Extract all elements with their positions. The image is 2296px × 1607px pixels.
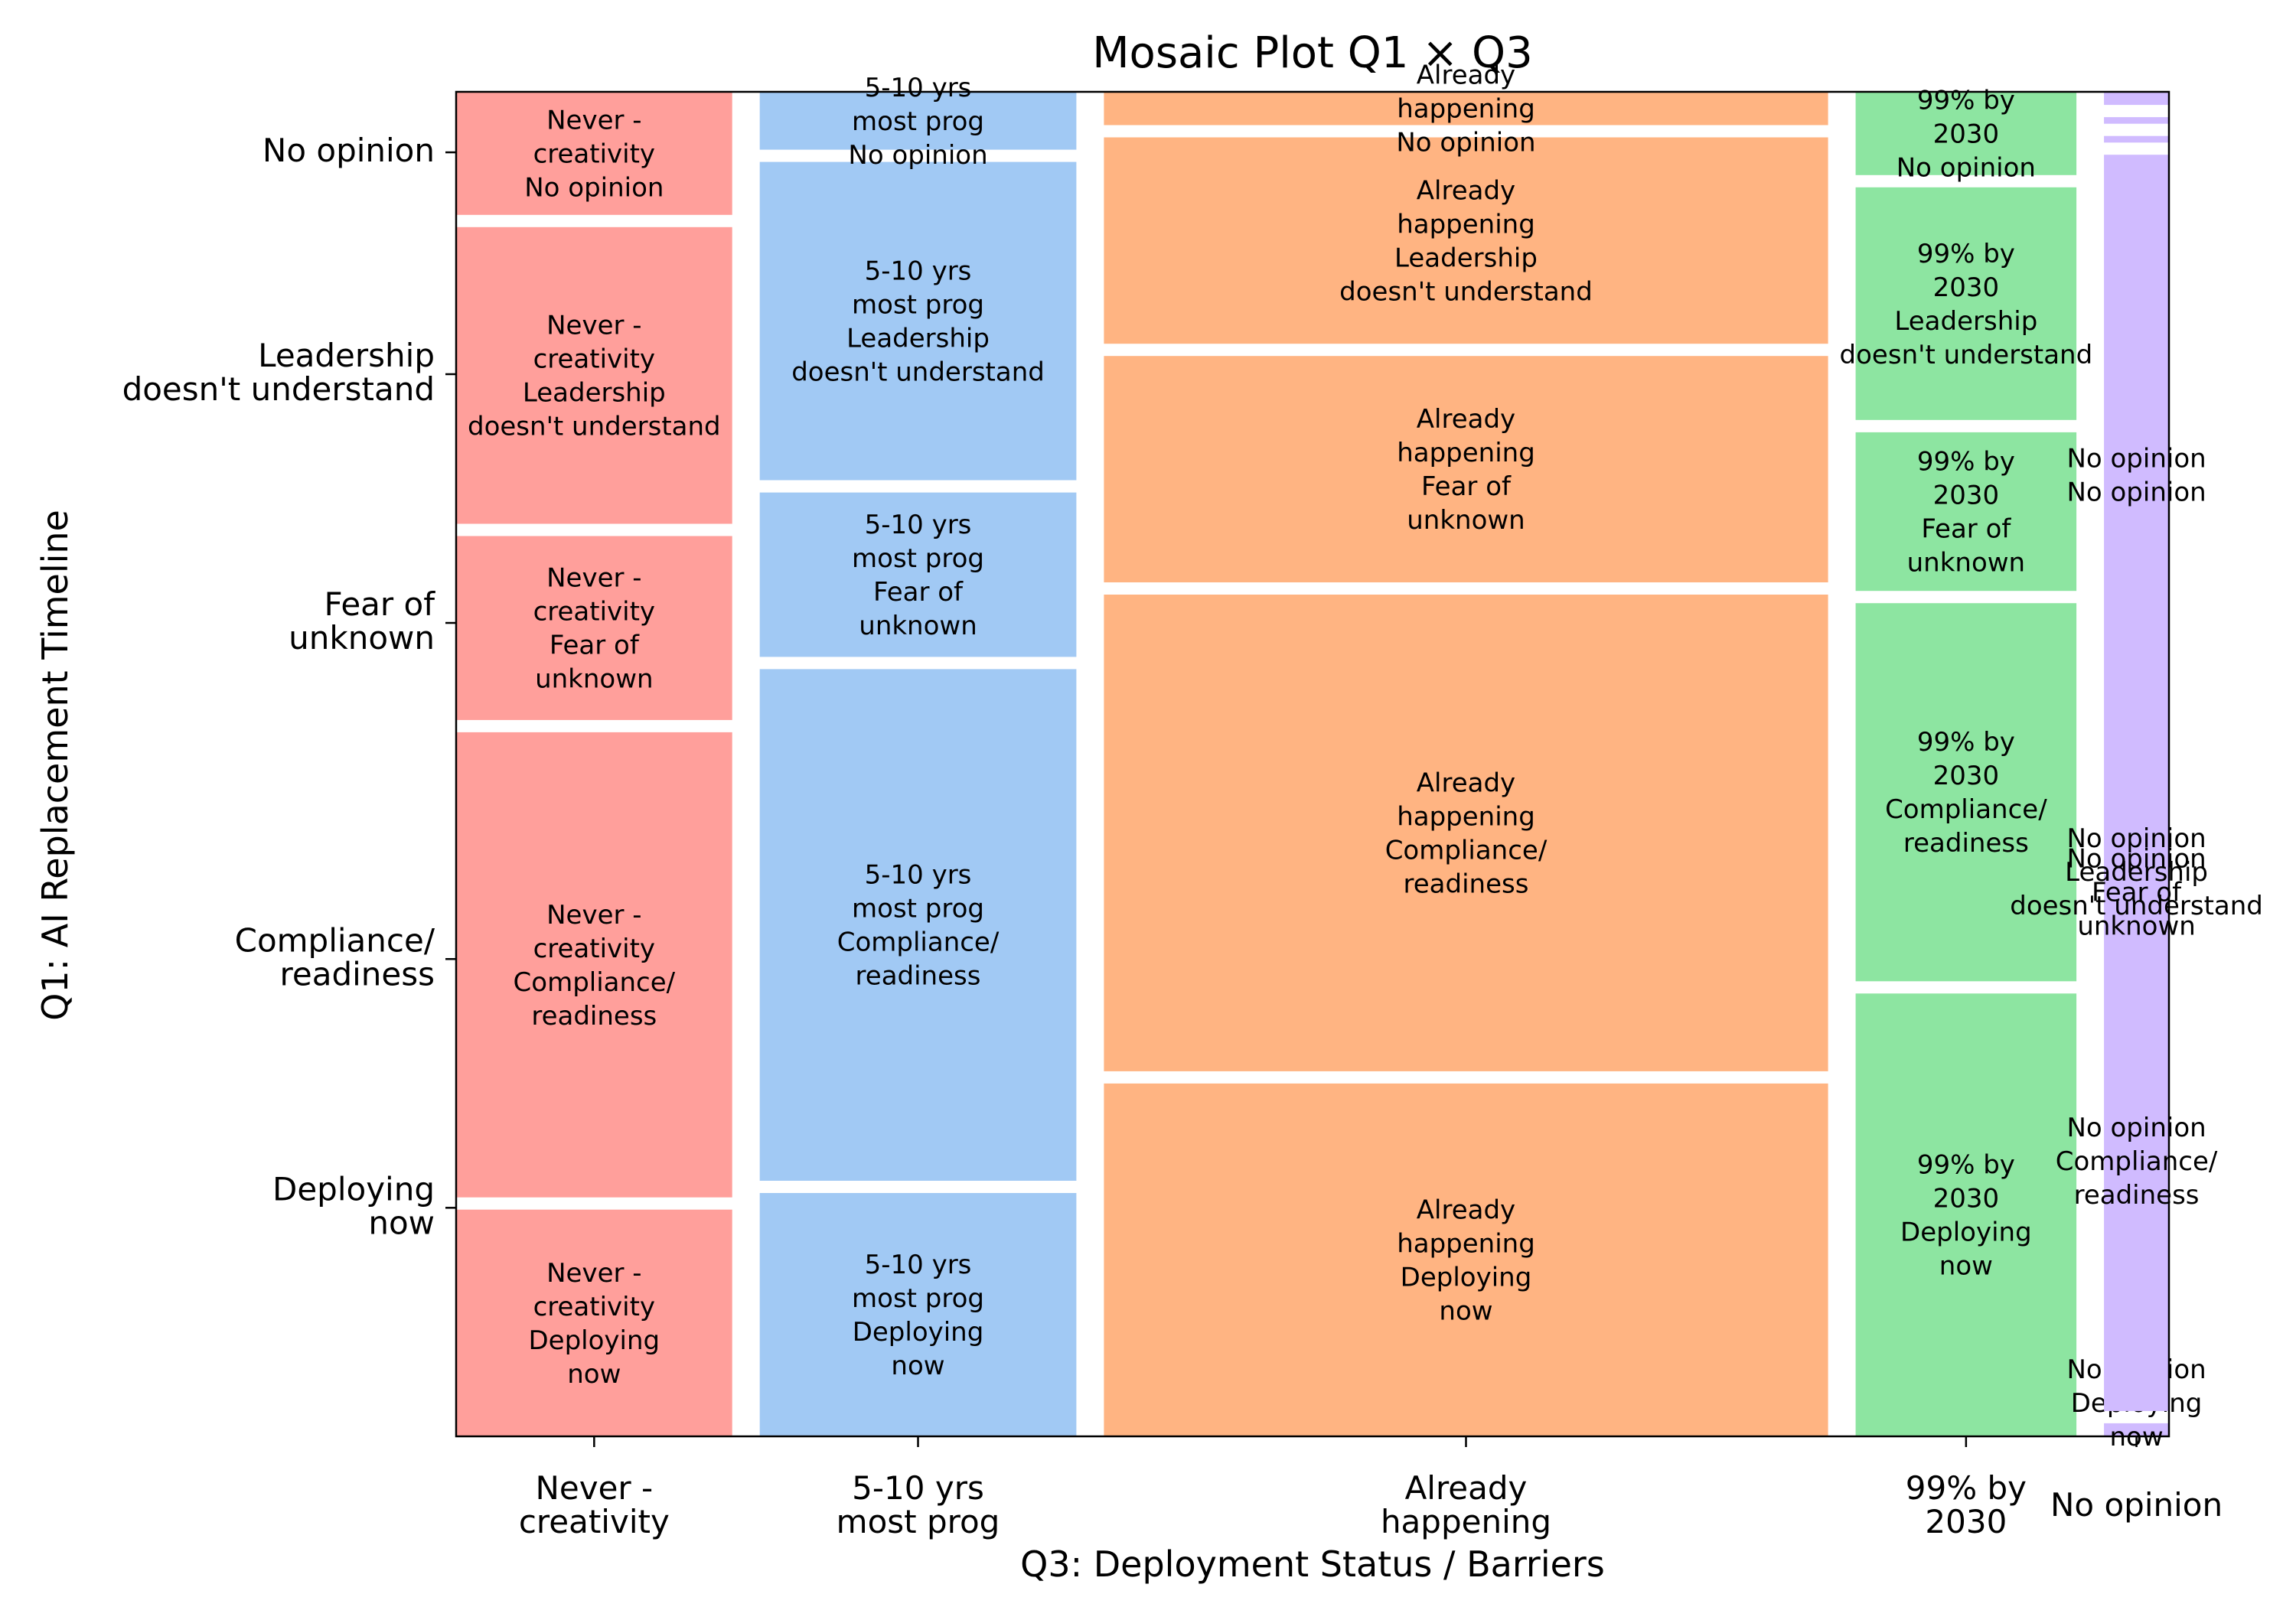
y-axis-title: Q1: AI Replacement Timeline bbox=[34, 510, 76, 1021]
mosaic-tiles: Never -creativity Deploying now Never -crea… bbox=[456, 60, 2263, 1452]
tile-already-happening-fear-of-unknown bbox=[1104, 356, 1828, 582]
tile-99-by-2030-deploying-now bbox=[1855, 993, 2077, 1436]
tile-5-10-yrs-most-prog-leadership-doesn-t-understand bbox=[759, 161, 1077, 481]
x-tick-label-99-by-2030: 99% by 2030 bbox=[1906, 1469, 2027, 1540]
chart-title: Mosaic Plot Q1 × Q3 bbox=[1092, 28, 1533, 78]
y-tick-label-deploying-now: Deploying now bbox=[272, 1170, 435, 1241]
y-tick-label-no-opinion: No opinion bbox=[263, 132, 435, 169]
tile-label-never-creativity-leadership-doesn-t-understand: Never -creativity Leadership doesn't under… bbox=[468, 311, 721, 442]
tile-already-happening-compliance-readiness bbox=[1104, 595, 1828, 1071]
tile-label-never-creativity-no-opinion: Never -creativity No opinion bbox=[524, 105, 664, 203]
tile-label-99-by-2030-fear-of-unknown: 99% by 2030 Fear of unknown bbox=[1907, 447, 2026, 579]
tile-label-99-by-2030-leadership-doesn-t-understand: 99% by 2030 Leadership doesn't understand bbox=[1840, 239, 2093, 370]
tile-label-no-opinion-compliance-readiness: No opinion Compliance/readiness bbox=[2056, 1113, 2218, 1211]
y-tick-label-leadership-doesn-t-understand: Leadership doesn't understand bbox=[122, 337, 435, 408]
tile-label-never-creativity-fear-of-unknown: Never -creativity Fear of unknown bbox=[533, 563, 655, 695]
tile-99-by-2030-no-opinion bbox=[1855, 92, 2077, 175]
tile-99-by-2030-leadership-doesn-t-understand bbox=[1855, 187, 2077, 420]
tile-99-by-2030-compliance-readiness bbox=[1855, 603, 2077, 982]
tile-already-happening-deploying-now bbox=[1104, 1083, 1828, 1436]
tile-label-never-creativity-deploying-now: Never -creativity Deploying now bbox=[529, 1258, 660, 1390]
tile-label-5-10-yrs-most-prog-leadership-doesn-t-understand: 5-10 yrs most prog Leadership doesn't under… bbox=[791, 256, 1045, 388]
tile-label-already-happening-deploying-now: Already happening Deploying now bbox=[1397, 1195, 1535, 1326]
tile-no-opinion-leadership-doesn-t-understand bbox=[2104, 117, 2169, 124]
tile-no-opinion-compliance-readiness bbox=[2104, 155, 2169, 1411]
x-tick-label-already-happening: Already happening bbox=[1381, 1469, 1551, 1540]
x-tick-label-never-creativity: Never -creativity bbox=[519, 1469, 670, 1540]
tile-label-99-by-2030-no-opinion: 99% by 2030 No opinion bbox=[1896, 85, 2036, 183]
tile-never-creativity-no-opinion bbox=[456, 92, 732, 215]
tile-no-opinion-deploying-now bbox=[2104, 1423, 2169, 1436]
tile-already-happening-leadership-doesn-t-understand bbox=[1104, 137, 1828, 344]
tile-label-no-opinion-no-opinion: No opinion No opinion bbox=[2066, 444, 2206, 508]
tile-99-by-2030-fear-of-unknown bbox=[1855, 432, 2077, 592]
tile-label-already-happening-no-opinion: Already happening No opinion bbox=[1396, 60, 1535, 158]
tile-no-opinion-fear-of-unknown bbox=[2104, 135, 2169, 143]
tile-label-5-10-yrs-most-prog-deploying-now: 5-10 yrs most prog Deploying now bbox=[852, 1250, 984, 1381]
tile-label-99-by-2030-compliance-readiness: 99% by 2030 Compliance/readiness bbox=[1885, 727, 2047, 859]
y-tick-label-fear-of-unknown: Fear of unknown bbox=[289, 585, 435, 657]
tile-label-5-10-yrs-most-prog-no-opinion: 5-10 yrs most prog No opinion bbox=[848, 73, 987, 171]
tile-5-10-yrs-most-prog-compliance-readiness bbox=[759, 669, 1077, 1181]
tile-label-99-by-2030-deploying-now: 99% by 2030 Deploying now bbox=[1900, 1150, 2032, 1282]
tile-label-5-10-yrs-most-prog-fear-of-unknown: 5-10 yrs most prog Fear of unknown bbox=[852, 510, 984, 641]
tile-never-creativity-compliance-readiness bbox=[456, 732, 732, 1198]
x-tick-label-5-10-yrs-most-prog: 5-10 yrs most prog bbox=[837, 1469, 1000, 1540]
tile-label-already-happening-compliance-readiness: Already happening Compliance/readiness bbox=[1385, 768, 1548, 899]
tile-5-10-yrs-most-prog-fear-of-unknown bbox=[759, 492, 1077, 657]
tile-label-no-opinion-leadership-doesn-t-understand: No opinion Leadership doesn't understand bbox=[2010, 823, 2263, 921]
tile-label-already-happening-leadership-doesn-t-understand: Already happening Leadership doesn't unders… bbox=[1339, 175, 1593, 307]
tile-no-opinion-no-opinion bbox=[2104, 92, 2169, 106]
plot-frame bbox=[455, 90, 2170, 1438]
tile-never-creativity-fear-of-unknown bbox=[456, 536, 732, 720]
y-tick-label-compliance-readiness: Compliance/readiness bbox=[235, 921, 435, 993]
tile-already-happening-no-opinion bbox=[1104, 92, 1828, 125]
x-axis-ticks: Never -creativity 5-10 yrs most prog Alread… bbox=[519, 1436, 2223, 1540]
tile-5-10-yrs-most-prog-no-opinion bbox=[759, 92, 1077, 150]
tile-never-creativity-leadership-doesn-t-understand bbox=[456, 227, 732, 524]
tile-label-no-opinion-fear-of-unknown: No opinion Fear of unknown bbox=[2066, 843, 2206, 941]
tile-5-10-yrs-most-prog-deploying-now bbox=[759, 1193, 1077, 1436]
tile-label-5-10-yrs-most-prog-compliance-readiness: 5-10 yrs most prog Compliance/readiness bbox=[837, 860, 1000, 992]
x-tick-label-no-opinion: No opinion bbox=[2050, 1486, 2223, 1524]
x-axis-title: Q3: Deployment Status / Barriers bbox=[1020, 1543, 1605, 1585]
tile-label-already-happening-fear-of-unknown: Already happening Fear of unknown bbox=[1397, 404, 1535, 536]
y-axis-ticks: Deploying now Compliance/readiness Fear of u… bbox=[122, 132, 456, 1241]
tile-label-never-creativity-compliance-readiness: Never -creativity Compliance/readiness bbox=[514, 900, 676, 1032]
tile-never-creativity-deploying-now bbox=[456, 1209, 732, 1436]
